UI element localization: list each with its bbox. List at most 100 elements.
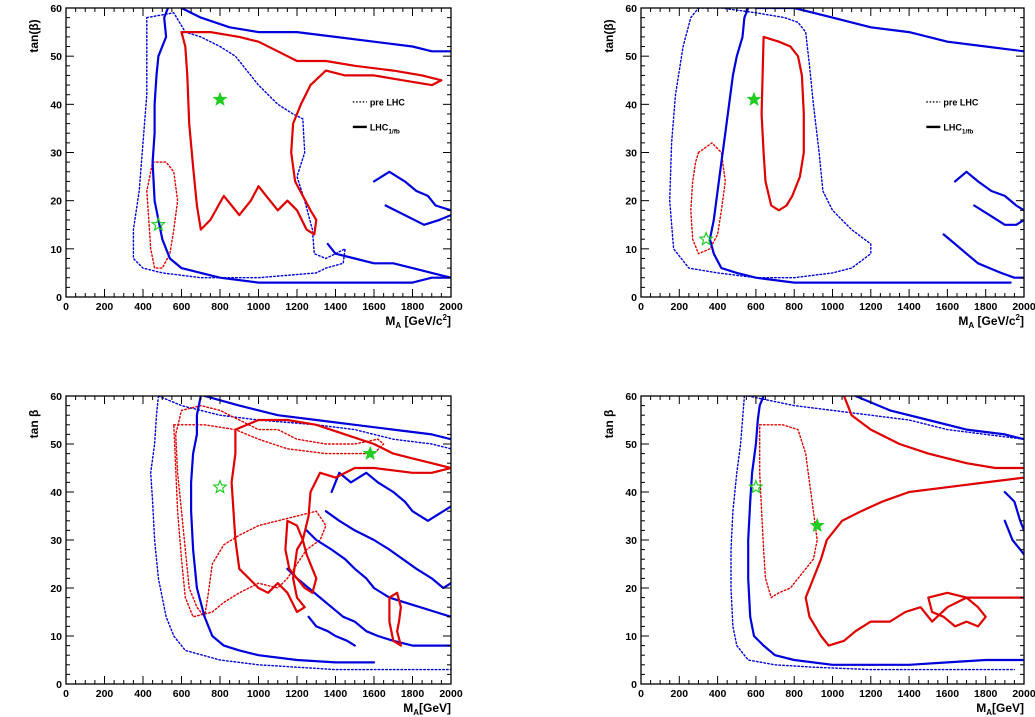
legend: pre LHC LHC1/fb: [352, 97, 405, 135]
x-tick-label: 600: [173, 301, 191, 313]
x-tick-label: 0: [63, 301, 69, 313]
contour-lhc-solid-5: [372, 170, 451, 212]
contour-lhc-solid-6: [384, 204, 451, 226]
y-tick-label: 40: [50, 99, 62, 111]
x-tick-label: 1400: [324, 688, 348, 700]
x-tick-label: 1200: [285, 301, 309, 313]
contour-lhc-dotted-1: [747, 396, 1024, 440]
x-tick-label: 1200: [859, 688, 883, 700]
contour-lhc-dotted-0: [132, 12, 346, 279]
x-tick-label: 1000: [821, 301, 845, 313]
x-tick-label: 1600: [362, 301, 386, 313]
y-tick-label: 20: [50, 583, 62, 595]
contour-contour-solid-7: [842, 396, 1024, 470]
x-axis-title: MA[GeV]: [976, 701, 1024, 717]
x-tick-label: 400: [709, 688, 727, 700]
y-tick-label: 10: [50, 244, 62, 256]
y-tick-label: 30: [50, 148, 62, 160]
contour-contour-solid-7: [760, 35, 805, 212]
panel-top-left: 0 200 400 600 800 1000 1200 1400 1600 1800 2000 0 10…: [27, 3, 463, 330]
y-axis-title: tan β: [27, 410, 41, 439]
x-tick-label: 800: [785, 688, 803, 700]
contour-lhc-solid-4: [203, 396, 451, 441]
x-tick-label: 800: [211, 301, 229, 313]
contour-contour-solid-10: [230, 418, 451, 614]
contour-lhc-solid-5: [330, 471, 451, 522]
contour-lhc-solid-9: [307, 615, 356, 647]
y-tick-label: 40: [625, 487, 637, 499]
x-tick-label: 2000: [439, 688, 463, 700]
contour-contour-solid-12: [388, 591, 402, 647]
y-tick-label: 60: [625, 391, 637, 403]
y-tick-label: 30: [625, 535, 637, 547]
x-tick-label: 2000: [1012, 688, 1035, 700]
x-tick-label: 600: [173, 688, 191, 700]
contour-contour-dotted-2: [173, 404, 385, 618]
y-tick-label: 50: [625, 439, 637, 451]
filled-star-marker-0: [809, 517, 825, 533]
legend-label: LHC1/fb: [943, 122, 973, 135]
contour-lhc-solid-3: [180, 8, 451, 53]
plot-frame: [640, 395, 1025, 685]
x-tick-label: 1400: [897, 301, 921, 313]
x-tick-label: 1800: [974, 301, 998, 313]
legend-label: LHC1/fb: [370, 122, 400, 135]
x-tick-label: 800: [785, 301, 803, 313]
x-tick-label: 0: [638, 688, 644, 700]
y-tick-label: 20: [50, 196, 62, 208]
x-tick-label: 1600: [936, 688, 960, 700]
contour-lhc-solid-8: [286, 567, 451, 647]
y-tick-label: 50: [50, 439, 62, 451]
panel-top-right: 0 200 400 600 800 1000 1200 1400 1600 1800 2000 0 10…: [602, 3, 1035, 330]
y-tick-label: 20: [625, 196, 637, 208]
contour-lhc-solid-7: [305, 529, 451, 618]
plot-area: [669, 8, 1024, 284]
x-axis-title: MA [GeV/c2]: [958, 313, 1024, 330]
y-tick-label: 0: [631, 292, 637, 304]
contour-lhc-solid-3: [190, 396, 376, 664]
panel-bottom-left: 0 200 400 600 800 1000 1200 1400 1600 1800 2000 0 10…: [27, 391, 463, 717]
contour-lhc-solid-2: [708, 8, 1012, 284]
legend: pre LHC LHC1/fb: [926, 97, 979, 135]
y-tick-label: 20: [625, 583, 637, 595]
contour-lhc-solid-6: [1003, 519, 1024, 556]
contour-lhc-solid-2: [151, 8, 451, 284]
contour-lhc-dotted-0: [730, 396, 1016, 671]
x-tick-label: 1000: [821, 688, 845, 700]
x-tick-label: 600: [747, 301, 765, 313]
y-axis-title: tan(β): [27, 19, 41, 52]
y-tick-label: 10: [50, 631, 62, 643]
x-tick-label: 200: [671, 688, 689, 700]
x-tick-label: 1800: [974, 688, 998, 700]
open-star-marker-1: [212, 479, 228, 494]
x-tick-label: 1400: [324, 301, 348, 313]
x-tick-label: 0: [638, 301, 644, 313]
y-tick-label: 0: [631, 679, 637, 691]
x-tick-label: 400: [134, 688, 152, 700]
x-tick-label: 800: [211, 688, 229, 700]
filled-star-marker-0: [212, 91, 228, 106]
contour-contour-solid-7: [180, 30, 443, 236]
plot-area: [730, 396, 1024, 671]
x-tick-label: 1600: [936, 301, 960, 313]
contour-lhc-solid-3: [747, 396, 1024, 666]
x-tick-label: 200: [671, 301, 689, 313]
y-tick-label: 30: [625, 148, 637, 160]
y-tick-label: 40: [50, 487, 62, 499]
contour-lhc-solid-5: [953, 170, 1024, 212]
contour-lhc-solid-4: [854, 396, 1024, 441]
contour-contour-dotted-1: [690, 142, 726, 255]
contour-contour-dotted-1: [146, 161, 179, 269]
filled-star-marker-0: [362, 445, 378, 461]
x-tick-label: 1000: [247, 688, 271, 700]
y-tick-label: 60: [50, 3, 62, 15]
x-tick-label: 1000: [247, 301, 271, 313]
contour-contour-solid-9: [927, 591, 987, 628]
plot-area: [149, 396, 451, 671]
y-tick-label: 30: [50, 535, 62, 547]
y-tick-label: 10: [625, 244, 637, 256]
x-tick-label: 1600: [362, 688, 386, 700]
plot-frame: [65, 7, 452, 298]
x-tick-label: 600: [747, 688, 765, 700]
